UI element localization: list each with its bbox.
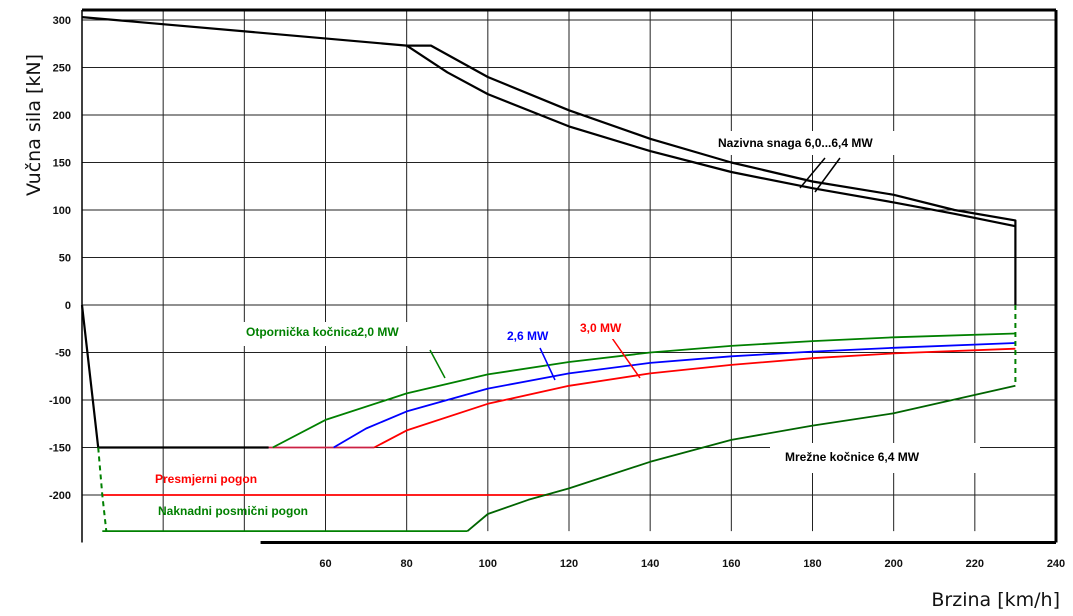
annotations: Nazivna snaga 6,0...6,4 MW Otpornička koč… [155,131,980,518]
dashed-segment-0 [97,447,108,532]
x-tick-label-5: 160 [722,558,740,570]
y-tick-label-10: -200 [49,490,71,502]
series-line-0 [81,16,1017,305]
x-tick-label-8: 220 [966,558,984,570]
annotation-leader-0-1 [814,157,841,193]
x-tick-label-4: 140 [641,558,659,570]
x-axis-title: Brzina [km/h] [931,589,1060,611]
series-line-4 [272,332,1016,449]
annotation-label-1: Otpornička kočnica2,0 MW [246,325,399,339]
annotation-label-5: Presmjerni pogon [155,472,257,486]
x-tick-label-9: 240 [1047,558,1065,570]
y-tick-label-6: 0 [65,300,71,312]
annotation-label-6: Naknadni posmični pogon [158,504,308,518]
x-tick-label-1: 80 [401,558,413,570]
annotation-leader-1-0 [429,349,446,379]
x-tick-label-0: 60 [319,558,331,570]
annotation-label-3: 3,0 MW [580,321,622,335]
y-tick-label-2: 200 [53,110,71,122]
x-tick-label-2: 100 [479,558,497,570]
plot-frame [81,8,1058,544]
y-tick-label-3: 150 [53,158,71,170]
annotation-leader-2-0 [539,347,556,381]
series-line-9 [466,384,1016,532]
annotation-bg-4 [770,443,980,473]
series-line-5 [333,342,1016,449]
grid-lines [82,10,1056,532]
y-tick-label-0: 300 [53,15,71,27]
annotation-label-2: 2,6 MW [507,329,549,343]
series-line-1 [406,44,1016,228]
x-tick-label-7: 200 [884,558,902,570]
annotation-bg-2 [503,327,553,347]
annotation-bg-1 [240,322,450,346]
annotation-label-4: Mrežne kočnice 6,4 MW [785,450,920,464]
annotation-bg-0 [712,131,922,155]
curves [80,16,1017,532]
y-tick-label-9: -150 [49,443,71,455]
x-tick-labels: 60 80 100 120 140 160 180 200 220 240 [319,558,1065,570]
annotation-leader-3-0 [611,337,641,379]
y-axis-title: Vučna sila [kN] [23,54,45,196]
x-tick-label-3: 120 [560,558,578,570]
annotation-label-0: Nazivna snaga 6,0...6,4 MW [718,136,873,150]
y-tick-label-1: 250 [53,63,71,75]
y-tick-label-5: 50 [59,253,71,265]
x-tick-label-6: 180 [803,558,821,570]
y-tick-label-7: -50 [55,348,71,360]
series-line-6 [373,347,1016,449]
y-tick-label-8: -100 [49,395,71,407]
y-tick-labels: 300 250 200 150 100 50 0 -50 -100 -150 -200 [49,15,71,502]
y-tick-label-4: 100 [53,205,71,217]
annotation-leader-0-0 [799,157,826,189]
annotation-bg-3 [576,319,626,339]
